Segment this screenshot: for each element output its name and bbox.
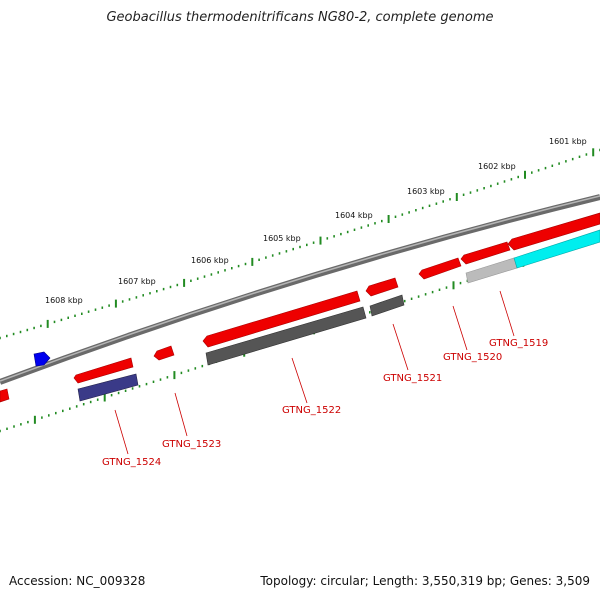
leader-gtng-1520 xyxy=(452,305,468,351)
gene-label-gtng-1522[interactable]: GTNG_1522 xyxy=(282,405,341,416)
gene-arrow-offscreen-2[interactable] xyxy=(0,388,10,403)
feature-track xyxy=(77,229,600,402)
gene-arrow-gtng-1522[interactable] xyxy=(202,290,361,348)
gene-label-gtng-1523[interactable]: GTNG_1523 xyxy=(162,439,221,450)
leader-gtng-1521 xyxy=(392,323,409,371)
label-leaders xyxy=(114,290,515,455)
genome-backbone-highlight xyxy=(0,195,600,382)
genome-summary-text: Topology: circular; Length: 3,550,319 bp… xyxy=(260,574,590,588)
kbp-label: 1607 kbp xyxy=(118,277,156,286)
accession-text: Accession: NC_009328 xyxy=(9,574,146,588)
gene-arrow-gtng-1524[interactable] xyxy=(73,357,134,384)
gene-arrow-gtng-1520[interactable] xyxy=(418,257,462,280)
kbp-label: 1602 kbp xyxy=(478,162,516,171)
kbp-label: 1601 kbp xyxy=(549,137,587,146)
feature-bar-gray-1521[interactable] xyxy=(369,294,405,317)
gene-arrow-gtng-1521[interactable] xyxy=(365,277,399,297)
feature-bar-gray-1522[interactable] xyxy=(205,306,367,366)
gene-label-gtng-1521[interactable]: GTNG_1521 xyxy=(383,373,442,384)
genome-backbone xyxy=(0,194,600,385)
gene-label-gtng-1524[interactable]: GTNG_1524 xyxy=(102,457,161,468)
gene-arrow-gtng-1519[interactable] xyxy=(460,241,511,265)
feature-bar-indigo[interactable] xyxy=(77,373,139,402)
kbp-label: 1606 kbp xyxy=(191,256,229,265)
leader-gtng-1519 xyxy=(499,290,515,337)
kbp-label: 1605 kbp xyxy=(263,234,301,243)
gene-arrow-offscreen[interactable] xyxy=(507,212,600,251)
scale-labels: 1601 kbp 1602 kbp 1603 kbp 1604 kbp 1605… xyxy=(45,137,587,305)
kbp-label: 1608 kbp xyxy=(45,296,83,305)
gene-labels: GTNG_1519 GTNG_1520 GTNG_1521 GTNG_1522 … xyxy=(102,338,548,468)
gene-label-gtng-1520[interactable]: GTNG_1520 xyxy=(443,352,502,363)
gene-label-gtng-1519[interactable]: GTNG_1519 xyxy=(489,338,548,349)
leader-gtng-1524 xyxy=(114,409,129,455)
kbp-label: 1604 kbp xyxy=(335,211,373,220)
leader-gtng-1522 xyxy=(291,357,308,404)
feature-bar-cyan[interactable] xyxy=(513,229,600,269)
forward-genes xyxy=(0,212,600,403)
blue-marker[interactable] xyxy=(33,351,51,367)
gene-arrow-gtng-1523[interactable] xyxy=(153,345,175,361)
leader-gtng-1523 xyxy=(174,392,188,437)
kbp-label: 1603 kbp xyxy=(407,187,445,196)
upper-scale-ticks xyxy=(0,148,600,340)
map-title: Geobacillus thermodenitrificans NG80-2, … xyxy=(106,10,494,25)
